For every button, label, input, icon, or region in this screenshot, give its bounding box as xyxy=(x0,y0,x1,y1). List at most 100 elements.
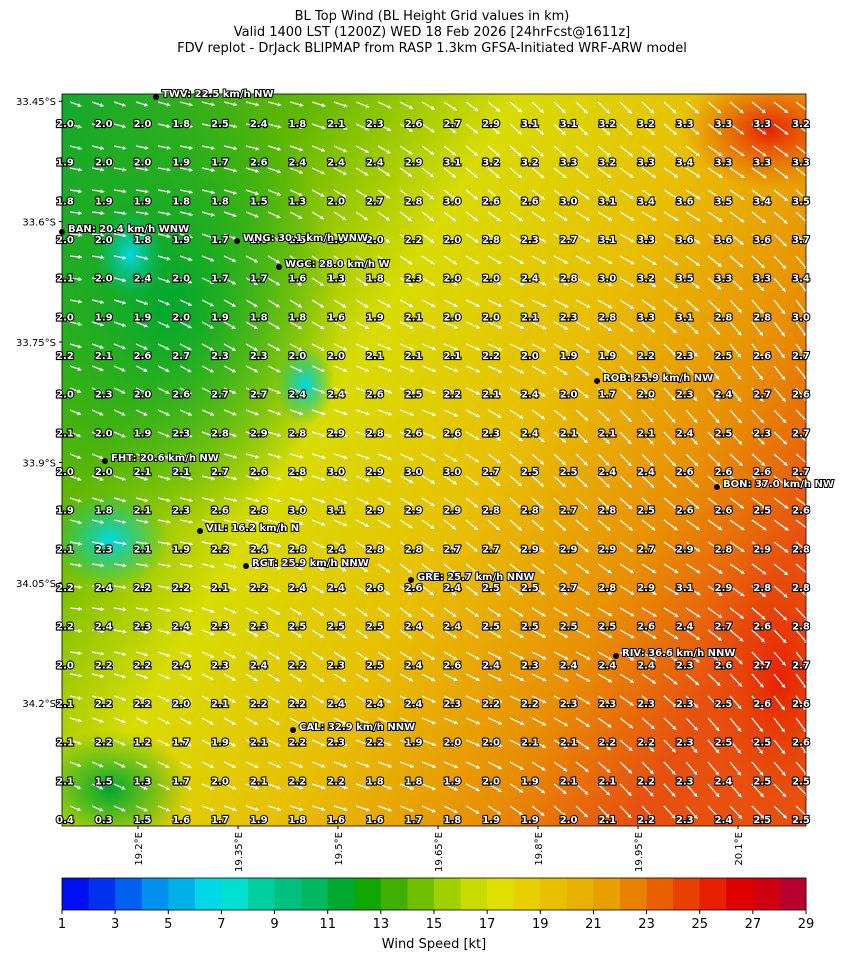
wind-arrow-head xyxy=(695,130,700,135)
wind-arrow-head xyxy=(275,347,280,351)
wind-arrow-head xyxy=(652,238,657,243)
grid-value: 3.0 xyxy=(289,506,307,517)
wind-arrow-head xyxy=(718,173,723,178)
wind-arrow-head xyxy=(452,239,457,243)
wind-arrow-head xyxy=(562,195,567,200)
wind-arrow-head xyxy=(166,455,171,460)
grid-value: 2.0 xyxy=(95,119,113,130)
wind-arrow-head xyxy=(517,482,522,487)
wind-arrow-head xyxy=(517,504,522,509)
wind-arrow-head xyxy=(541,591,546,595)
wind-arrow-head xyxy=(628,350,633,355)
station-label: GRE: 25.7 km/h NNW xyxy=(417,572,534,583)
wind-arrow-head xyxy=(695,152,700,156)
wind-arrow-head xyxy=(121,323,126,327)
station-label: ROB: 25.9 km/h NW xyxy=(603,373,713,384)
wind-arrow-head xyxy=(188,279,192,284)
wind-arrow-head xyxy=(498,699,503,703)
wind-arrow-head xyxy=(165,807,170,812)
wind-arrow-head xyxy=(210,257,215,262)
wind-arrow-head xyxy=(606,526,611,531)
grid-value: 2.4 xyxy=(405,660,423,671)
grid-value: 1.9 xyxy=(444,776,462,787)
wind-arrow-head xyxy=(343,785,348,790)
wind-arrow-head xyxy=(430,151,435,155)
wind-arrow-head xyxy=(584,768,589,772)
wind-arrow-head xyxy=(473,174,478,178)
wind-arrow-head xyxy=(474,613,479,617)
wind-arrow-head xyxy=(341,282,346,286)
wind-arrow-head xyxy=(430,634,435,639)
grid-value: 2.9 xyxy=(482,119,500,130)
wind-arrow-head xyxy=(277,520,282,525)
grid-value: 2.1 xyxy=(95,351,113,362)
wind-arrow-head xyxy=(188,145,193,150)
wind-arrow-head xyxy=(517,174,522,179)
wind-arrow-head xyxy=(541,370,546,374)
wind-arrow-head xyxy=(696,547,701,552)
grid-value: 3.3 xyxy=(715,119,733,130)
wind-arrow-head xyxy=(739,483,744,488)
wind-arrow-head xyxy=(453,435,458,440)
grid-value: 2.2 xyxy=(172,583,190,594)
grid-value: 2.4 xyxy=(250,119,268,130)
wind-arrow-head xyxy=(343,742,348,747)
wind-arrow-head xyxy=(253,258,258,263)
wind-arrow-head xyxy=(122,629,127,634)
grid-value: 2.0 xyxy=(56,235,74,246)
wind-arrow-head xyxy=(165,368,170,373)
grid-value: 3.1 xyxy=(676,583,694,594)
wind-arrow-head xyxy=(321,499,326,504)
wind-arrow-head xyxy=(277,169,281,174)
wind-arrow-head xyxy=(585,745,590,750)
grid-value: 2.8 xyxy=(792,544,810,555)
wind-arrow-head xyxy=(519,766,524,770)
grid-value: 2.8 xyxy=(482,235,500,246)
wind-arrow-head xyxy=(519,369,524,374)
grid-value: 1.8 xyxy=(56,196,74,207)
y-tick-label: 34.05°S xyxy=(16,579,56,590)
wind-arrow-head xyxy=(188,476,193,481)
grid-value: 2.3 xyxy=(637,699,655,710)
wind-arrow-head xyxy=(409,742,414,746)
grid-value: 1.7 xyxy=(211,815,229,826)
wind-arrow-head xyxy=(209,346,214,351)
wind-arrow-head xyxy=(627,417,632,422)
map-background xyxy=(62,94,806,826)
wind-arrow-head xyxy=(451,591,456,596)
wind-arrow-head xyxy=(321,125,326,130)
grid-value: 2.3 xyxy=(95,544,113,555)
grid-value: 2.7 xyxy=(560,235,578,246)
wind-arrow-head xyxy=(783,593,788,598)
grid-value: 2.3 xyxy=(521,660,539,671)
wind-arrow-head xyxy=(254,213,259,218)
wind-arrow-head xyxy=(607,327,612,331)
wind-arrow-head xyxy=(650,131,655,135)
wind-arrow-head xyxy=(233,520,237,525)
wind-arrow-head xyxy=(803,354,806,359)
wind-arrow-head xyxy=(253,325,258,329)
wind-arrow-head xyxy=(99,455,104,460)
wind-arrow-head xyxy=(715,793,720,798)
grid-value: 2.4 xyxy=(250,544,268,555)
grid-value: 2.8 xyxy=(715,544,733,555)
wind-arrow-head xyxy=(540,569,545,574)
grid-value: 3.3 xyxy=(753,158,771,169)
wind-arrow-head xyxy=(299,454,304,459)
wind-arrow-head xyxy=(606,372,611,377)
wind-arrow-head xyxy=(122,211,127,216)
wind-arrow-head xyxy=(649,418,654,423)
wind-arrow-head xyxy=(100,541,105,546)
wind-arrow-head xyxy=(696,591,701,596)
wind-arrow-head xyxy=(739,614,744,619)
wind-arrow-head xyxy=(231,676,236,681)
wind-arrow-head xyxy=(451,195,456,200)
wind-arrow-head xyxy=(740,152,745,156)
wind-arrow-head xyxy=(759,727,763,732)
wind-arrow-head xyxy=(385,260,390,265)
wind-arrow-head xyxy=(386,149,391,154)
wind-arrow-head xyxy=(122,563,127,568)
wind-arrow-head xyxy=(365,126,370,131)
station-dot xyxy=(243,563,249,569)
wind-arrow-head xyxy=(718,614,723,618)
